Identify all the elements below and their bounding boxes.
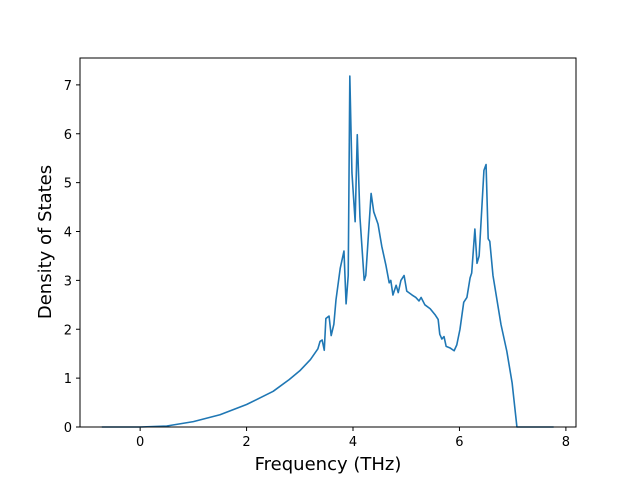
y-tick-label: 4 — [64, 226, 72, 241]
y-axis-label: Density of States — [35, 165, 56, 319]
x-tick-label: 0 — [136, 435, 144, 450]
line — [101, 75, 554, 428]
x-tick-label: 6 — [455, 435, 463, 450]
plot-frame — [79, 57, 577, 428]
y-tick-label: 7 — [64, 79, 72, 94]
y-tick-label: 6 — [64, 128, 72, 143]
y-tick-label: 2 — [64, 323, 72, 338]
y-tick-label: 3 — [64, 274, 72, 289]
x-tick-label: 4 — [349, 435, 357, 450]
x-axis-label: Frequency (THz) — [255, 454, 402, 475]
y-tick-label: 0 — [64, 421, 72, 436]
y-tick-label: 1 — [64, 372, 72, 387]
x-tick-label: 8 — [562, 435, 570, 450]
x-tick-label: 2 — [242, 435, 250, 450]
y-tick-label: 5 — [64, 177, 72, 192]
